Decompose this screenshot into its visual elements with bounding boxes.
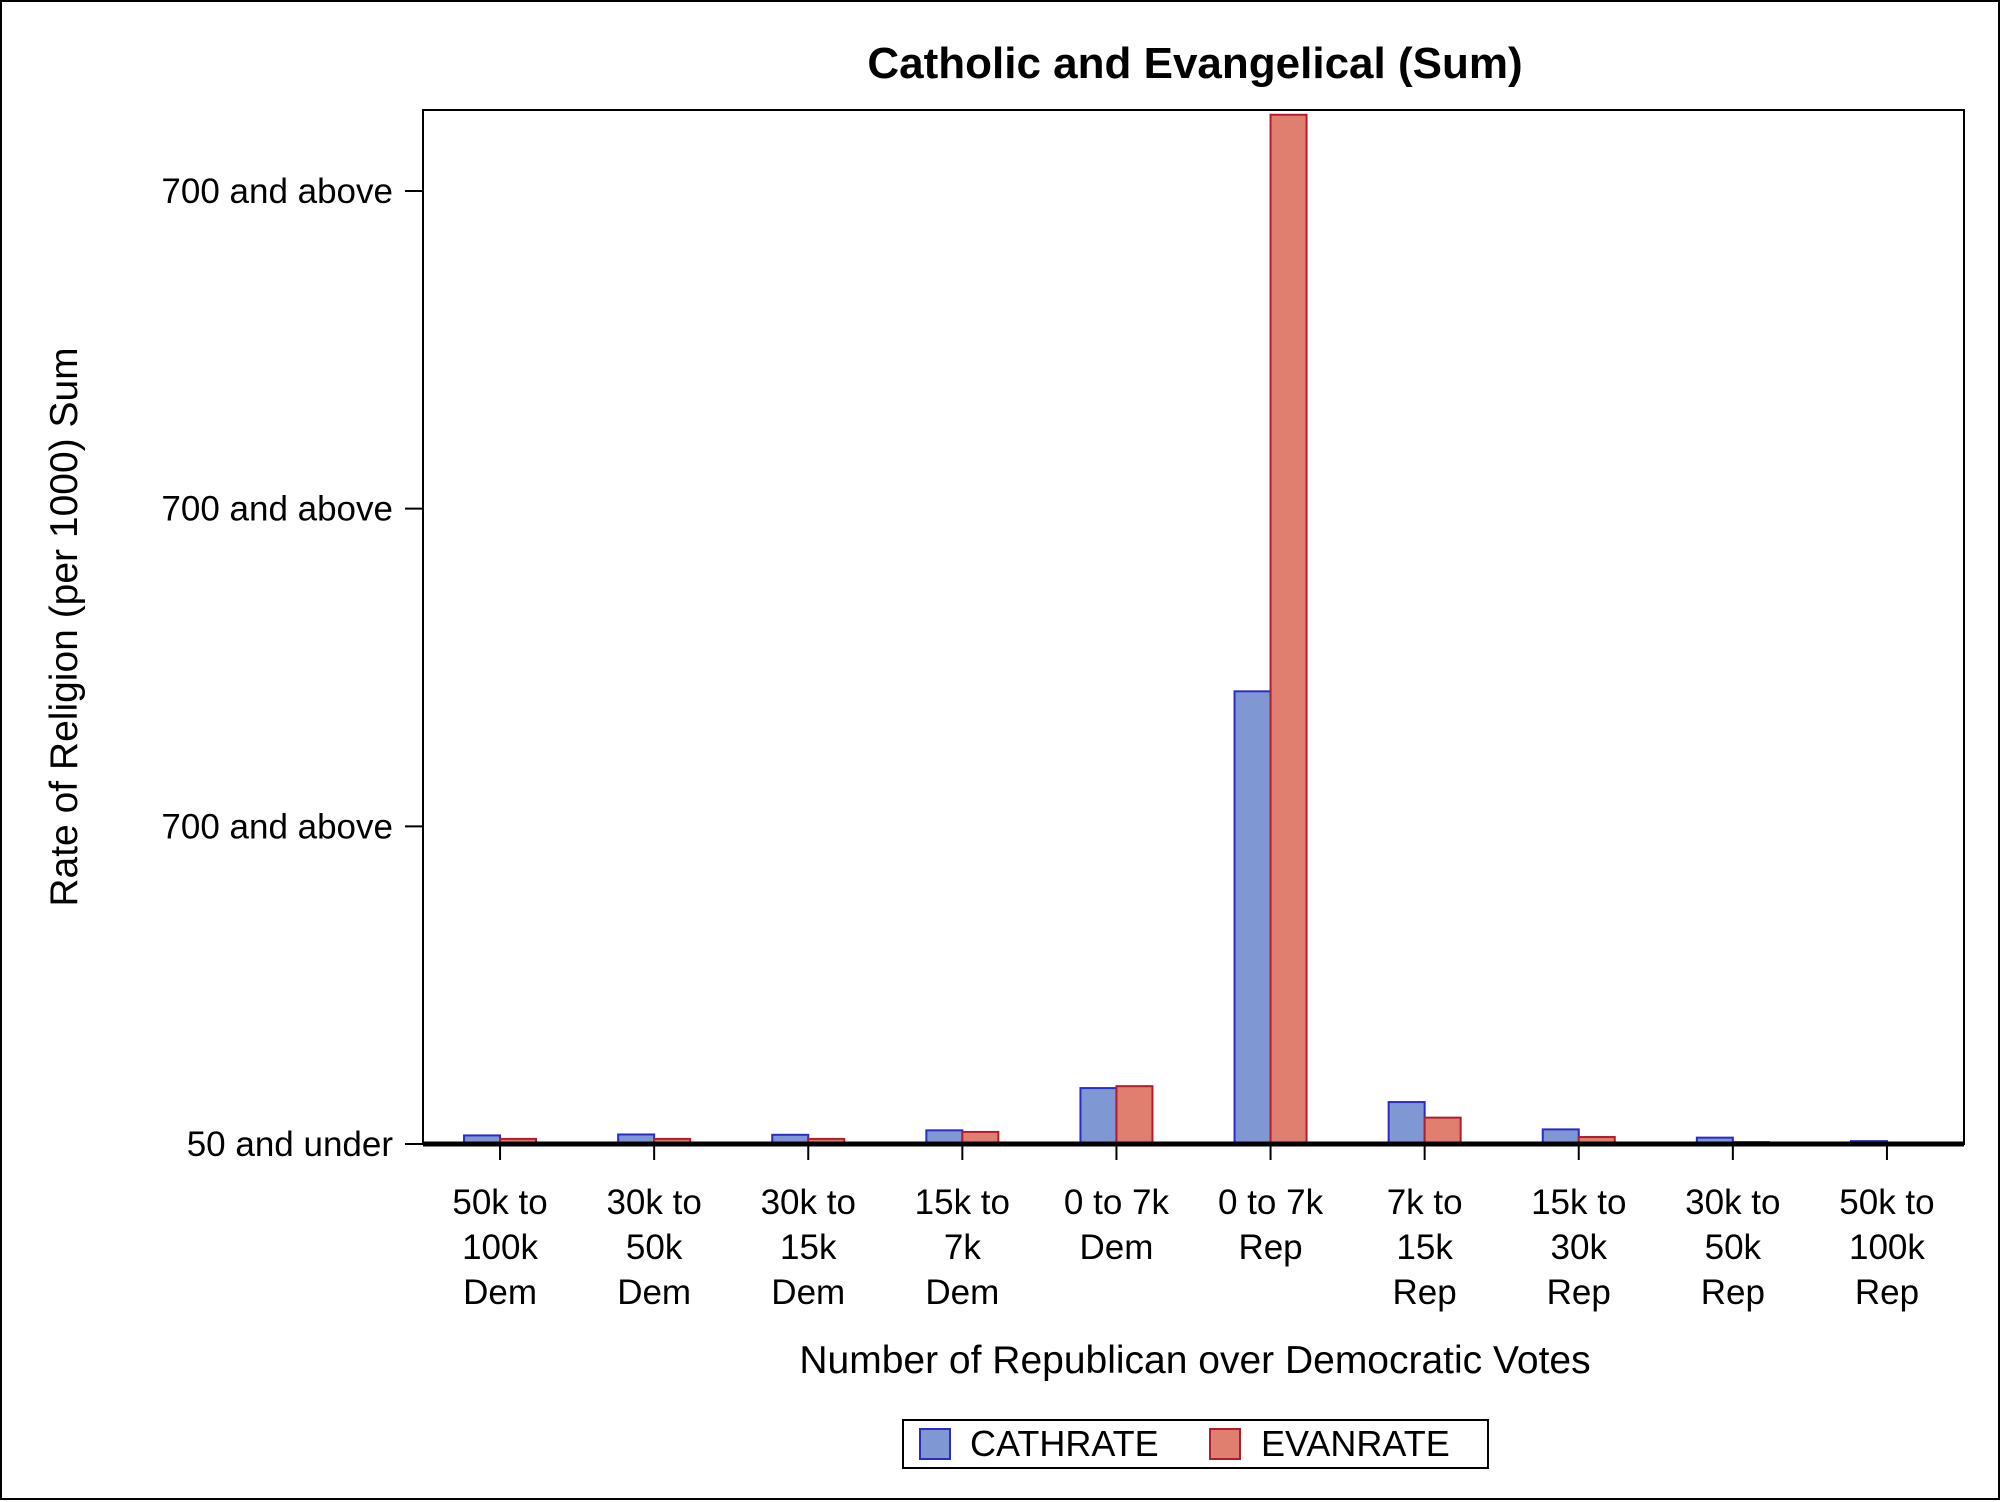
bars-group — [463, 113, 1924, 1146]
bar-cathrate-4 — [1079, 1087, 1118, 1146]
y-tick-label: 700 and above — [161, 490, 393, 529]
chart-title: Catholic and Evangelical (Sum) — [867, 39, 1522, 88]
legend-label-evanrate: EVANRATE — [1261, 1423, 1450, 1464]
x-tick-label: 7k to 15k Rep — [1387, 1183, 1463, 1312]
plot-area — [422, 109, 1965, 1145]
x-axis-label: Number of Republican over Democratic Vot… — [799, 1339, 1590, 1382]
x-tick-label: 30k to 15k Dem — [761, 1183, 856, 1312]
legend-swatch-cathrate — [919, 1428, 951, 1460]
x-tick-label: 0 to 7k Dem — [1064, 1183, 1170, 1267]
legend-swatch-evanrate — [1209, 1428, 1241, 1460]
legend: CATHRATE EVANRATE — [902, 1419, 1489, 1469]
legend-label-cathrate: CATHRATE — [970, 1423, 1159, 1464]
y-tick-label: 700 and above — [161, 172, 393, 211]
x-tick-label: 50k to 100k Dem — [452, 1183, 547, 1312]
bar-cathrate-5 — [1233, 690, 1272, 1146]
x-tick-label: 30k to 50k Rep — [1685, 1183, 1780, 1312]
y-axis-ticks: 50 and under 700 and above 700 and above 70… — [161, 172, 423, 1164]
bar-evanrate-6 — [1423, 1116, 1462, 1145]
bar-cathrate-6 — [1387, 1101, 1426, 1146]
y-axis-label: Rate of Religion (per 1000) Sum — [43, 347, 86, 906]
x-tick-label: 30k to 50k Dem — [606, 1183, 701, 1312]
x-tick-label: 15k to 7k Dem — [915, 1183, 1010, 1312]
x-tick-label: 50k to 100k Rep — [1839, 1183, 1934, 1312]
legend-box — [902, 1419, 1489, 1469]
bar-evanrate-5 — [1269, 113, 1308, 1145]
x-tick-label: 0 to 7k Rep — [1218, 1183, 1324, 1267]
x-axis-ticks: 50k to 100k Dem 30k to 50k Dem 30k to 15k Dem 15k… — [452, 1144, 1935, 1312]
y-tick-label: 700 and above — [161, 807, 393, 846]
x-tick-label: 15k to 30k Rep — [1531, 1183, 1626, 1312]
y-tick-label: 50 and under — [187, 1125, 394, 1164]
bar-evanrate-4 — [1115, 1085, 1154, 1145]
